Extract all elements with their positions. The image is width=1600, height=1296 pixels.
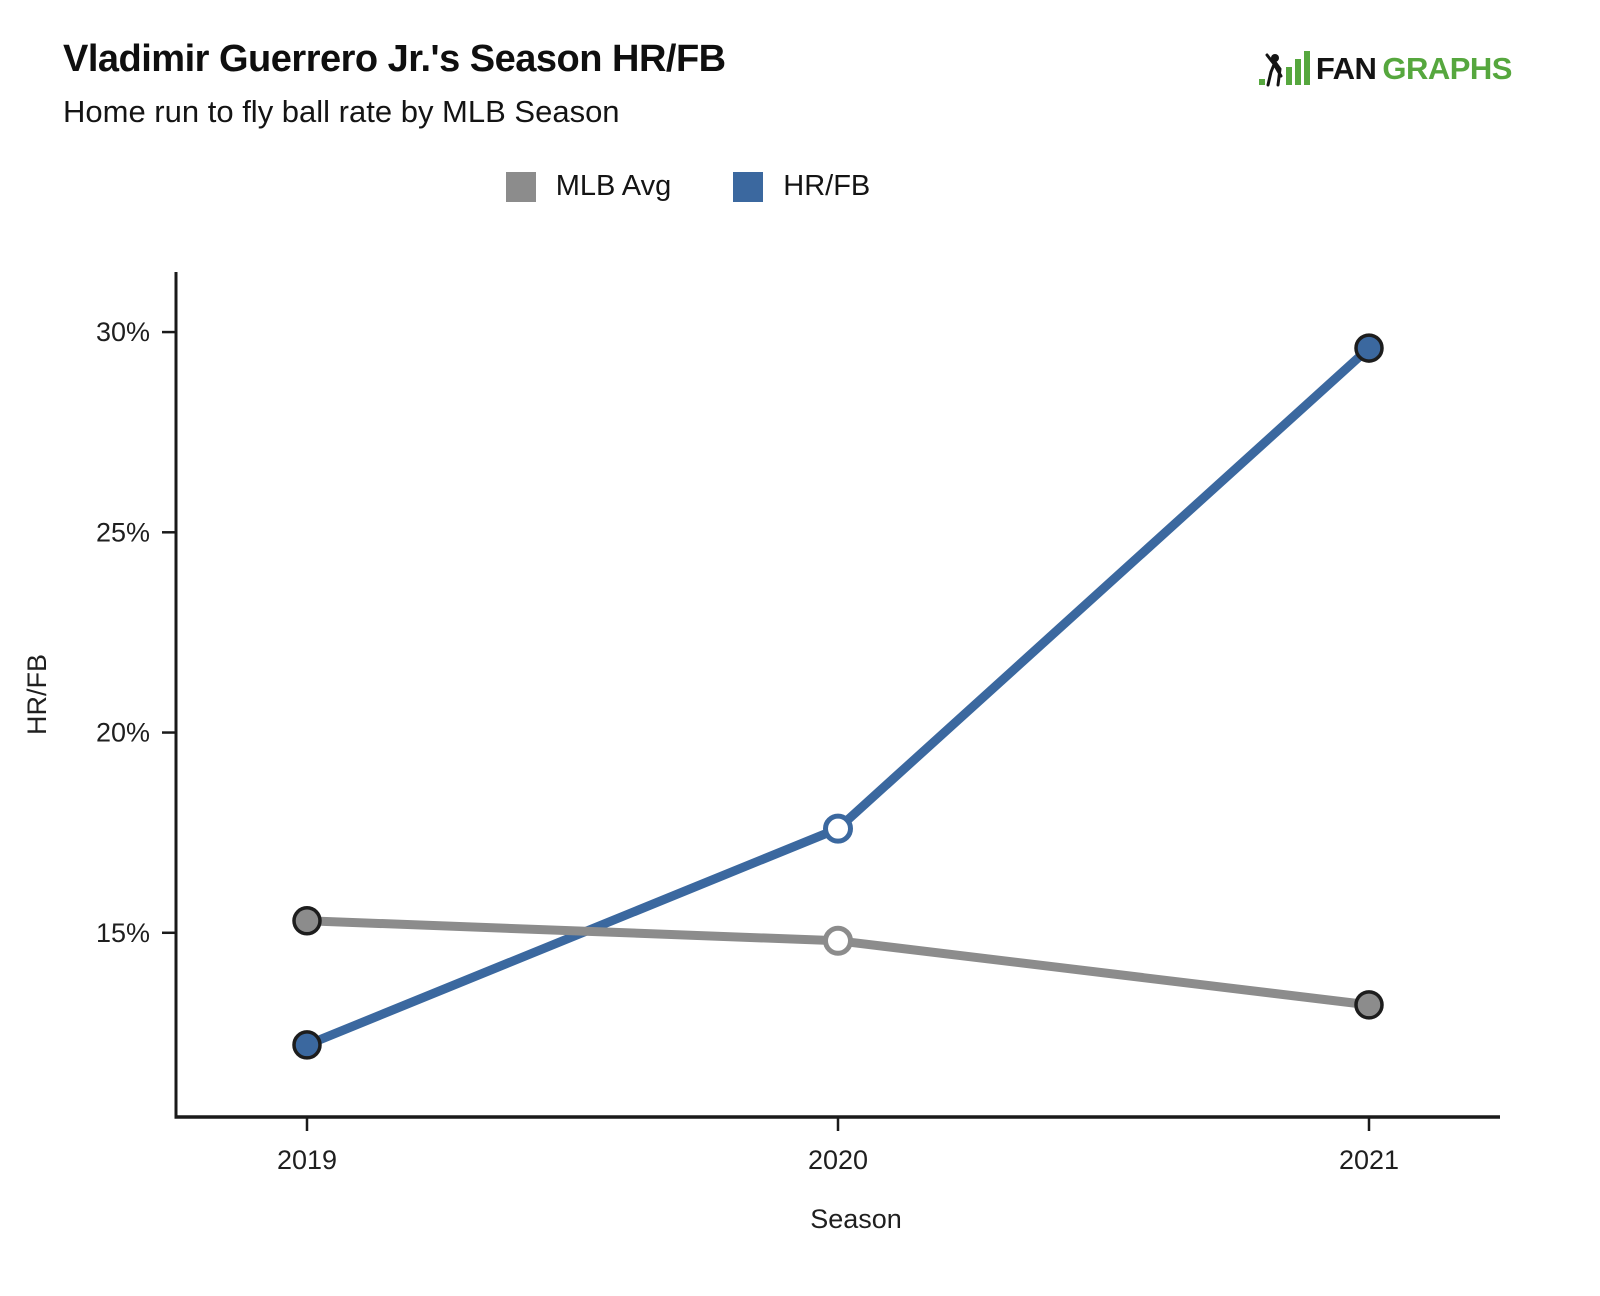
legend-item-mlb-avg: MLB Avg xyxy=(505,170,672,203)
x-axis-title: Season xyxy=(810,1204,902,1234)
legend-label-hrfb: HR/FB xyxy=(783,170,871,202)
page-title: Vladimir Guerrero Jr.'s Season HR/FB xyxy=(63,38,726,80)
x-tick-label-2021: 2021 xyxy=(1339,1145,1399,1175)
data-point-hr-fb-2020 xyxy=(823,813,853,844)
data-point-mlb-avg-2021 xyxy=(1354,990,1384,1020)
fangraphs-batter-icon xyxy=(1258,51,1310,87)
data-point-mlb-avg-2020 xyxy=(823,925,853,956)
y-axis-title: HR/FB xyxy=(22,654,52,735)
x-tick-label-2019: 2019 xyxy=(277,1145,337,1175)
y-tick-label-20: 20% xyxy=(96,718,150,748)
data-point-hr-fb-2019 xyxy=(292,1030,322,1060)
chart-legend: MLB Avg HR/FB xyxy=(0,170,1376,203)
x-tick-label-2020: 2020 xyxy=(808,1145,868,1175)
data-point-mlb-avg-2019 xyxy=(292,906,322,936)
legend-item-hrfb: HR/FB xyxy=(733,170,870,203)
logo-text-graphs: GRAPHS xyxy=(1382,51,1512,86)
legend-swatch-mlb-avg xyxy=(505,171,536,202)
legend-label-mlb-avg: MLB Avg xyxy=(555,170,672,202)
y-tick-label-15: 15% xyxy=(96,918,150,948)
fangraphs-logo: FAN GRAPHS xyxy=(1258,50,1512,88)
logo-text-fan: FAN xyxy=(1315,51,1377,86)
page-subtitle: Home run to fly ball rate by MLB Season xyxy=(63,94,620,129)
y-tick-label-30: 30% xyxy=(96,317,150,347)
y-tick-label-25: 25% xyxy=(96,517,150,547)
data-point-hr-fb-2021 xyxy=(1354,333,1384,363)
legend-swatch-hrfb xyxy=(733,171,764,202)
